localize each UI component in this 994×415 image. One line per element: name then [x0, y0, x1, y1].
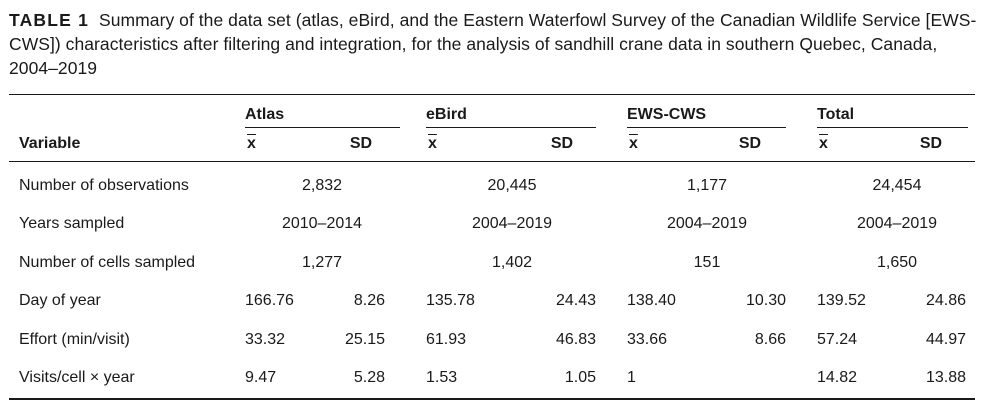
table-cell: 46.83 [555, 331, 596, 348]
group-header-total: Total [817, 106, 855, 123]
group-header-ews-cws: EWS-CWS [627, 106, 707, 123]
table-cell: 9.47 [245, 369, 277, 386]
table-cell: 1.53 [426, 369, 458, 386]
bottom-rule [9, 398, 975, 400]
table-cell: 1,402 [491, 254, 533, 271]
row-label: Visits/cell × year [19, 369, 135, 386]
table-cell: 24.43 [555, 292, 596, 309]
group-underline [245, 127, 400, 128]
table-cell: 57.24 [817, 331, 858, 348]
table-cell: 139.52 [817, 292, 866, 309]
mean-header: x [819, 135, 828, 152]
row-label: Effort (min/visit) [19, 331, 130, 348]
table-cell: 8.66 [754, 331, 786, 348]
mean-header: x [428, 135, 437, 152]
row-label: Years sampled [19, 215, 125, 232]
table-cell: 20,445 [487, 177, 537, 194]
mean-header: x [247, 135, 256, 152]
table-cell: 138.40 [627, 292, 676, 309]
table-cell: 1,177 [686, 177, 728, 194]
table-cell: 5.28 [353, 369, 385, 386]
table-cell: 24,454 [872, 177, 922, 194]
table-cell: 33.32 [245, 331, 286, 348]
table-cell: 13.88 [925, 369, 966, 386]
table-cell: 2004–2019 [666, 215, 748, 232]
table-cell: 33.66 [627, 331, 668, 348]
table-cell: 151 [693, 254, 721, 271]
group-underline [627, 127, 786, 128]
caption-text: Summary of the data set (atlas, eBird, a… [9, 10, 977, 78]
row-label: Day of year [19, 292, 101, 309]
table-cell: 2004–2019 [471, 215, 553, 232]
group-underline [426, 127, 596, 128]
table-cell: 1.05 [564, 369, 596, 386]
table-cell: 1,277 [301, 254, 343, 271]
table-cell: 14.82 [817, 369, 858, 386]
row-label: Number of cells sampled [19, 254, 196, 271]
table-cell: 8.26 [353, 292, 385, 309]
group-header-ebird: eBird [426, 106, 467, 123]
sd-header: SD [919, 135, 943, 152]
mean-header: x [629, 135, 638, 152]
table-label: TABLE 1 [9, 10, 90, 30]
table-cell: 2010–2014 [281, 215, 363, 232]
table-cell: 44.97 [925, 331, 966, 348]
table-cell: 61.93 [426, 331, 467, 348]
sd-header: SD [738, 135, 762, 152]
table-cell: 10.30 [745, 292, 786, 309]
table-cell: 2004–2019 [856, 215, 938, 232]
header-rule [9, 161, 975, 162]
table-cell: 1,650 [876, 254, 918, 271]
table-cell: 24.86 [925, 292, 966, 309]
sd-header: SD [349, 135, 373, 152]
table-cell: 2,832 [301, 177, 343, 194]
sd-header: SD [550, 135, 574, 152]
row-label: Number of observations [19, 177, 189, 194]
table-cell: 166.76 [245, 292, 294, 309]
table-cell: 25.15 [344, 331, 385, 348]
top-rule [9, 94, 975, 95]
group-header-atlas: Atlas [245, 106, 285, 123]
table-cell: 1 [627, 369, 636, 386]
group-underline [817, 127, 968, 128]
table-cell: 135.78 [426, 292, 475, 309]
variable-header: Variable [19, 135, 81, 152]
table-caption: TABLE 1 Summary of the data set (atlas, e… [9, 8, 984, 80]
